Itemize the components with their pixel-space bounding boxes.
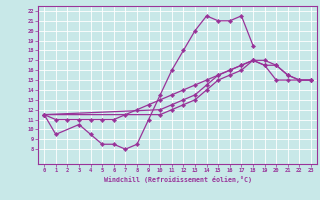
X-axis label: Windchill (Refroidissement éolien,°C): Windchill (Refroidissement éolien,°C) [104, 176, 252, 183]
